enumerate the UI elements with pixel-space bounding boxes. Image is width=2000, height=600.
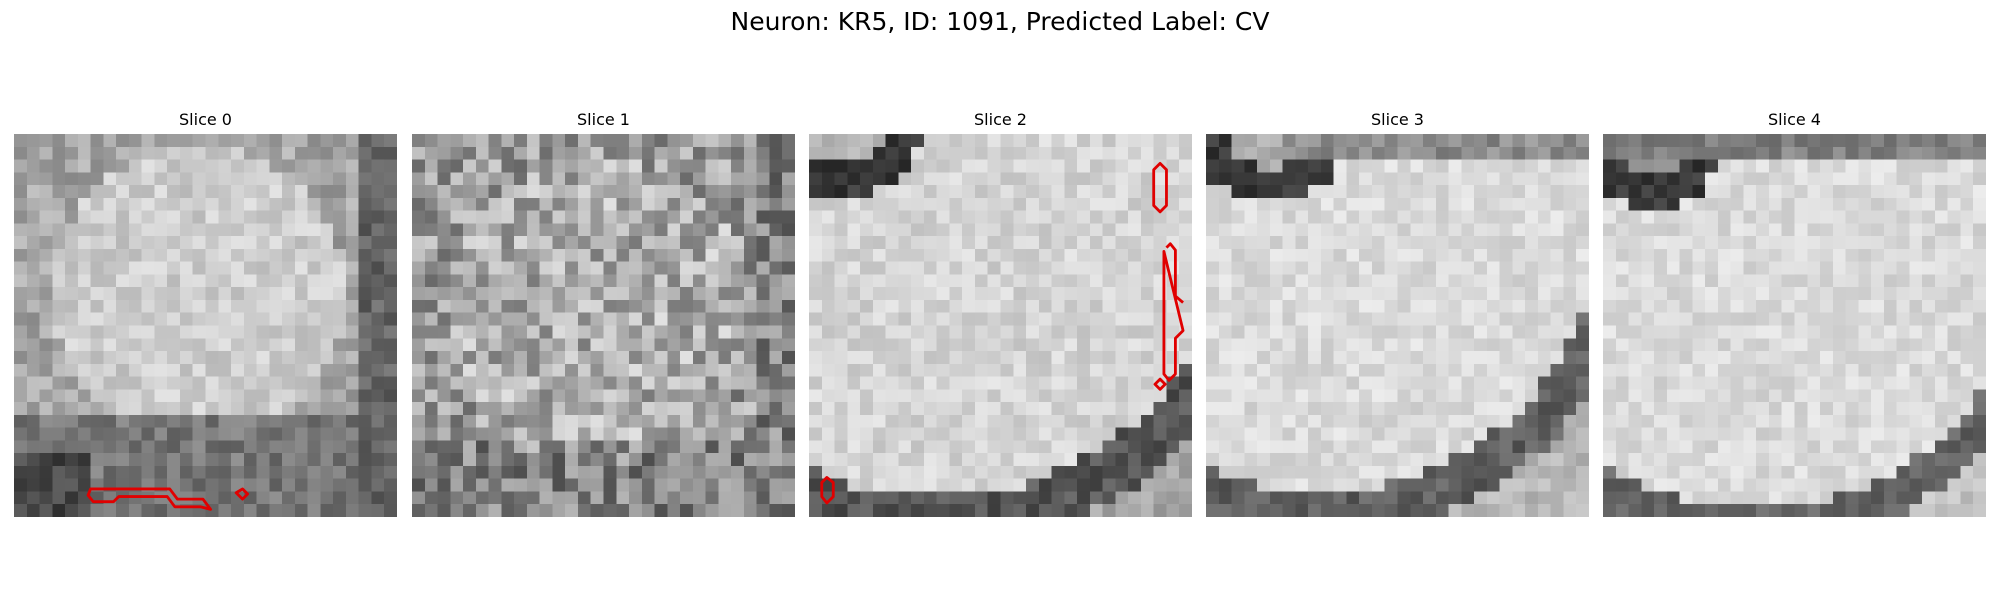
slice-image-4: [1603, 134, 1986, 517]
slice-title-4: Slice 4: [1768, 110, 1821, 129]
figure-title: Neuron: KR5, ID: 1091, Predicted Label: …: [730, 7, 1270, 36]
slice-title-1: Slice 1: [577, 110, 630, 129]
slice-image-1: [412, 134, 795, 517]
contour-overlay: [234, 487, 250, 501]
contour-overlay: [1152, 161, 1168, 214]
slice-title-3: Slice 3: [1371, 110, 1424, 129]
slice-image-3: [1206, 134, 1589, 517]
slice-panel-0: Slice 0: [14, 108, 397, 517]
contour-overlay: [820, 476, 835, 505]
slice-image-2: [809, 134, 1192, 517]
slice-title-2: Slice 2: [974, 110, 1027, 129]
contour-overlay: [1162, 242, 1185, 382]
slice-panel-4: Slice 4: [1603, 108, 1986, 517]
slice-panel-3: Slice 3: [1206, 108, 1589, 517]
slice-panel-1: Slice 1: [412, 108, 795, 517]
slice-title-0: Slice 0: [179, 110, 232, 129]
contour-overlay: [86, 487, 213, 511]
slice-panel-2: Slice 2: [809, 108, 1192, 517]
slice-image-0: [14, 134, 397, 517]
contour-overlay: [1153, 377, 1167, 391]
